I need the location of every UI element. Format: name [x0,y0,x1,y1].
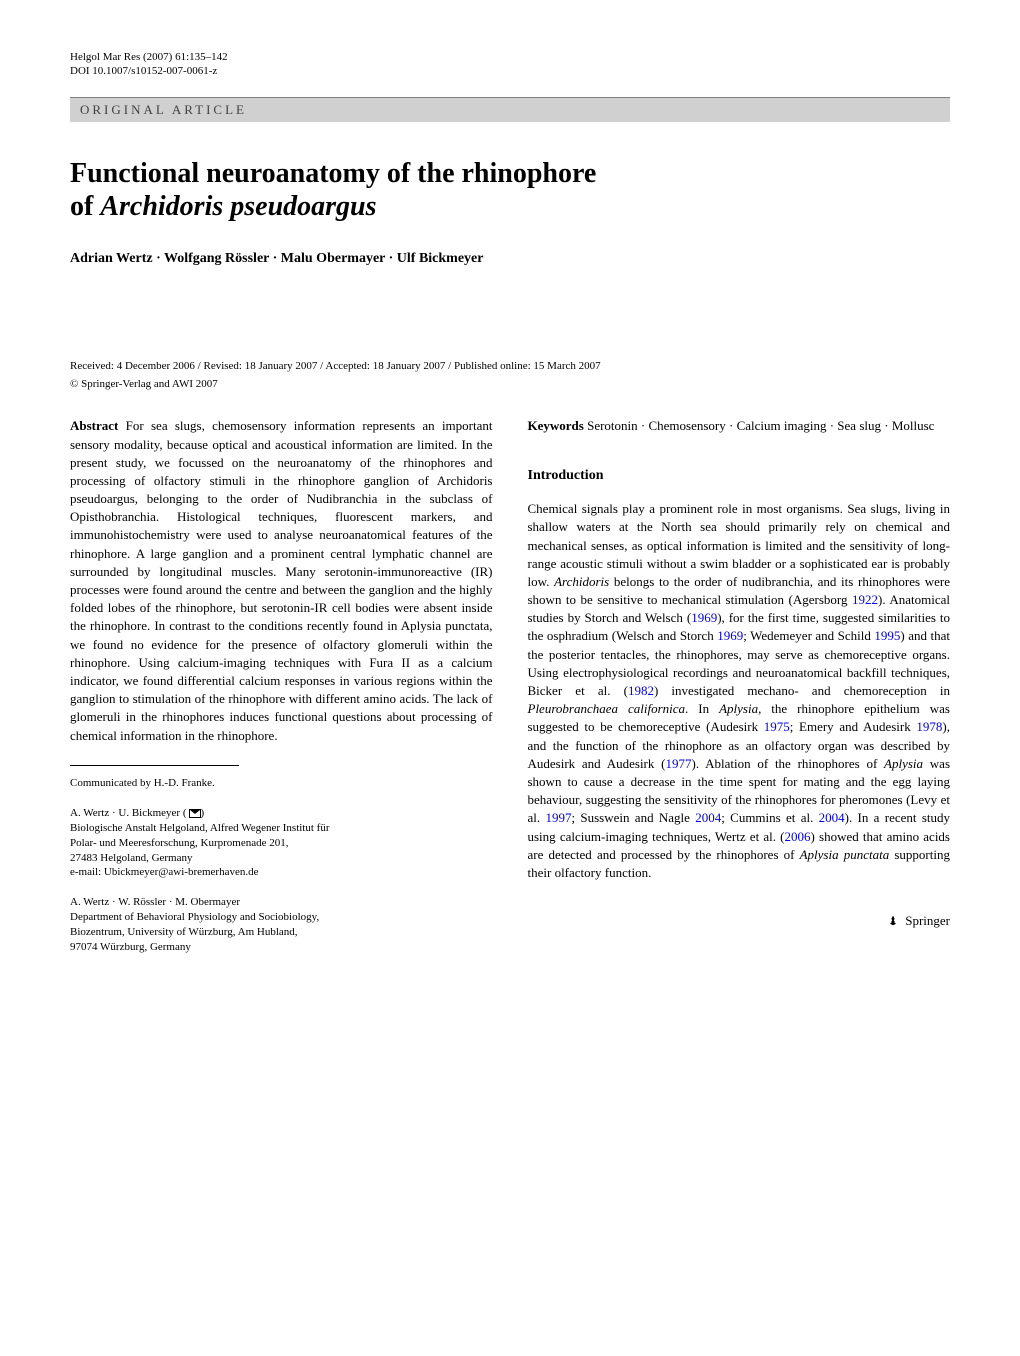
abstract-block: Abstract For sea slugs, chemosensory inf… [70,417,493,744]
springer-text: Springer [905,913,950,928]
title-line2-prefix: of [70,191,100,222]
authors: Adrian Wertz · Wolfgang Rössler · Malu O… [70,249,950,269]
journal-line: Helgol Mar Res (2007) 61:135–142 [70,50,950,64]
aff2-authors: A. Wertz · W. Rössler · M. Obermayer [70,896,240,908]
two-column-layout: Abstract For sea slugs, chemosensory inf… [70,417,950,969]
aff2-line3: 97074 Würzburg, Germany [70,941,191,953]
communicated-by: Communicated by H.-D. Franke. [70,776,493,791]
introduction-body: Chemical signals play a prominent role i… [528,500,951,882]
aff1-email: e-mail: Ubickmeyer@awi-bremerhaven.de [70,866,259,878]
aff1-authors: A. Wertz · U. Bickmeyer ( [70,807,187,819]
article-title: Functional neuroanatomy of the rhinophor… [70,157,950,224]
aff1-line1: Biologische Anstalt Helgoland, Alfred We… [70,822,330,834]
springer-footer: Springer [528,912,951,930]
dates-line: Received: 4 December 2006 / Revised: 18 … [70,359,950,374]
title-line2-italic: Archidoris pseudoargus [100,191,376,222]
right-column: Keywords Serotonin · Chemosensory · Calc… [528,417,951,969]
affiliation-2: A. Wertz · W. Rössler · M. Obermayer Dep… [70,895,493,954]
introduction-heading: Introduction [528,466,951,486]
aff1-line2: Polar- und Meeresforschung, Kurpromenade… [70,837,289,849]
left-column: Abstract For sea slugs, chemosensory inf… [70,417,493,969]
keywords-block: Keywords Serotonin · Chemosensory · Calc… [528,417,951,435]
keywords-heading: Keywords [528,418,584,433]
envelope-icon [189,809,201,818]
divider [70,765,239,766]
article-type: ORIGINAL ARTICLE [80,102,247,117]
header-meta: Helgol Mar Res (2007) 61:135–142 DOI 10.… [70,50,950,79]
aff2-line2: Biozentrum, University of Würzburg, Am H… [70,926,298,938]
doi-line: DOI 10.1007/s10152-007-0061-z [70,64,950,78]
aff1-authors-suffix: ) [201,807,205,819]
article-type-bar: ORIGINAL ARTICLE [70,97,950,122]
springer-icon [885,914,901,930]
affiliation-1: A. Wertz · U. Bickmeyer () Biologische A… [70,806,493,880]
aff1-line3: 27483 Helgoland, Germany [70,852,193,864]
title-line1: Functional neuroanatomy of the rhinophor… [70,158,596,189]
keywords-body: Serotonin · Chemosensory · Calcium imagi… [584,418,935,433]
abstract-body: For sea slugs, chemosensory information … [70,418,493,742]
copyright-line: © Springer-Verlag and AWI 2007 [70,377,950,392]
abstract-heading: Abstract [70,418,118,433]
aff2-line1: Department of Behavioral Physiology and … [70,911,319,923]
